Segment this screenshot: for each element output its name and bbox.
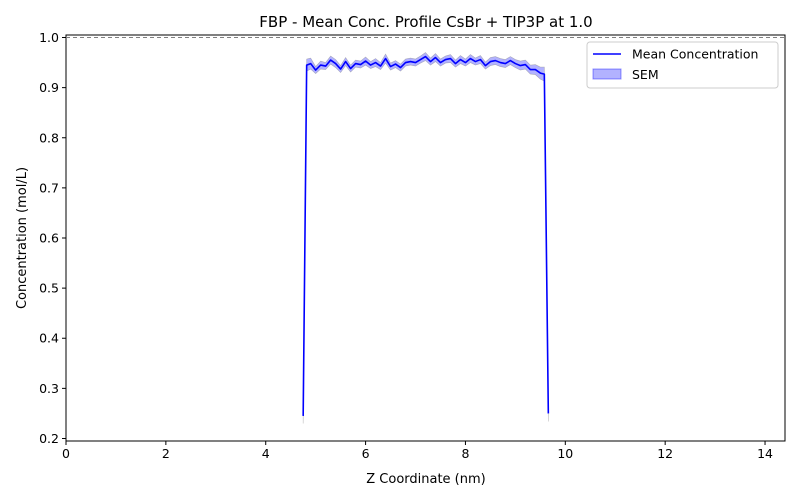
y-tick-label: 0.3 — [39, 381, 59, 396]
legend-entry-mean: Mean Concentration — [632, 47, 758, 62]
legend-band-swatch — [592, 68, 622, 80]
mean-concentration-line — [302, 55, 550, 416]
y-tick-label: 0.7 — [39, 180, 59, 195]
y-tick-label: 1.0 — [39, 30, 59, 45]
x-tick-label: 4 — [262, 446, 270, 461]
mean-line-layer — [302, 55, 550, 416]
legend-box — [586, 41, 779, 89]
x-tick-label: 10 — [557, 446, 573, 461]
y-tick-label: 0.5 — [39, 281, 59, 296]
x-axis-ticks: 0 2 4 6 8 10 12 14 — [62, 441, 773, 461]
x-tick-label: 8 — [461, 446, 469, 461]
y-tick-label: 0.9 — [39, 80, 59, 95]
chart-title: FBP - Mean Conc. Profile CsBr + TIP3P at… — [259, 13, 592, 31]
x-tick-label: 12 — [657, 446, 673, 461]
x-tick-label: 0 — [62, 446, 70, 461]
legend-entry-sem: SEM — [632, 67, 659, 82]
y-axis-ticks: 0.2 0.3 0.4 0.5 0.6 0.7 0.8 0.9 1.0 — [39, 30, 66, 446]
y-tick-label: 0.2 — [39, 431, 59, 446]
y-tick-label: 0.8 — [39, 130, 59, 145]
y-tick-label: 0.4 — [39, 331, 59, 346]
plot-frame — [65, 34, 786, 442]
x-tick-label: 2 — [162, 446, 170, 461]
x-axis-title: Z Coordinate (nm) — [366, 472, 485, 487]
sem-band-layer — [302, 52, 549, 424]
y-tick-label: 0.6 — [39, 231, 59, 246]
y-axis-title: Concentration (mol/L) — [15, 167, 30, 309]
x-tick-label: 14 — [757, 446, 773, 461]
legend: Mean Concentration SEM — [586, 41, 779, 89]
x-tick-label: 6 — [362, 446, 370, 461]
sem-band — [302, 52, 549, 424]
